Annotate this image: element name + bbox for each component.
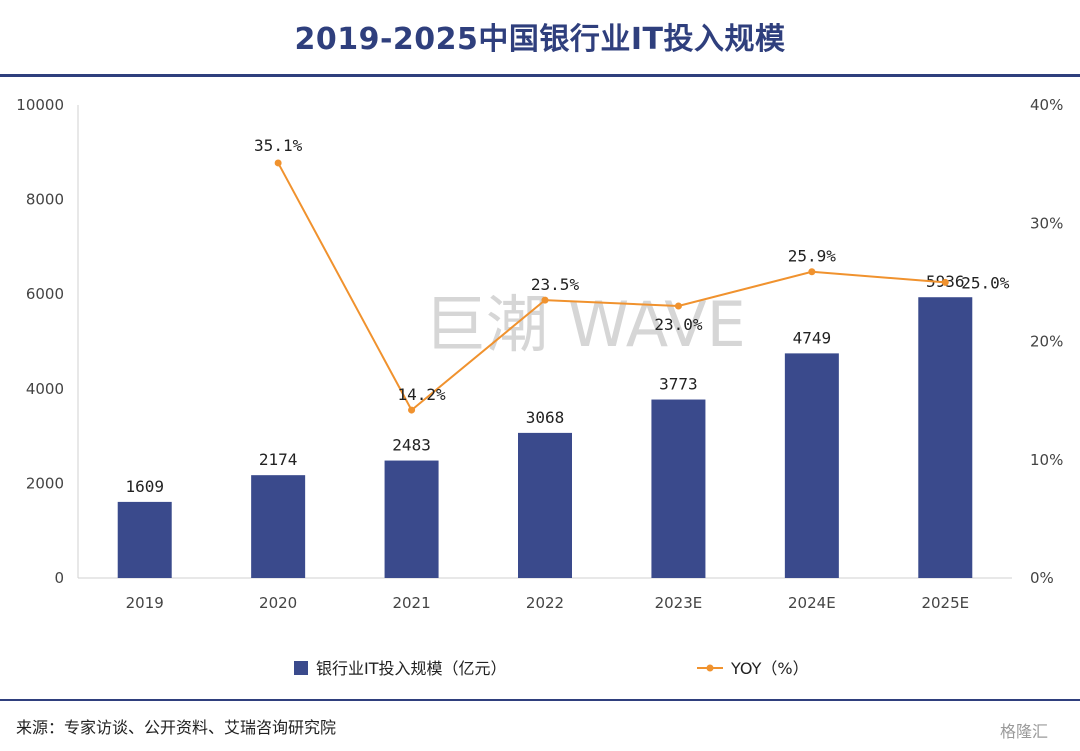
watermark: 巨潮 WAVE — [424, 288, 746, 361]
y-tick-left: 6000 — [26, 285, 64, 303]
bar-value-label: 4749 — [793, 328, 832, 347]
y-tick-right: 40% — [1030, 96, 1063, 114]
yoy-point — [408, 406, 416, 414]
bar-value-label: 2483 — [392, 436, 431, 455]
legend-swatch-line-marker — [706, 664, 714, 672]
bar — [651, 399, 706, 578]
bar — [918, 297, 973, 578]
y-tick-left: 10000 — [16, 96, 64, 114]
source-note: 来源：专家访谈、公开资料、艾瑞咨询研究院 — [16, 718, 337, 737]
yoy-point — [541, 296, 549, 304]
bar-value-label: 3773 — [659, 375, 698, 394]
footer-divider — [0, 699, 1080, 701]
y-tick-right: 10% — [1030, 451, 1063, 469]
yoy-point — [674, 302, 682, 310]
chart-title: 2019-2025中国银行业IT投入规模 — [294, 22, 786, 57]
yoy-value-label: 23.0% — [654, 315, 703, 334]
yoy-value-label: 23.5% — [531, 275, 580, 294]
legend-label-bar: 银行业IT投入规模（亿元） — [316, 659, 507, 678]
x-tick-label: 2019 — [126, 594, 164, 612]
bar — [117, 501, 172, 578]
title-divider — [0, 74, 1080, 77]
x-tick-label: 2023E — [655, 594, 703, 612]
x-tick-label: 2020 — [259, 594, 297, 612]
y-tick-left: 8000 — [26, 191, 64, 209]
legend-swatch-bar — [294, 661, 308, 675]
yoy-point — [274, 159, 282, 167]
y-tick-right: 30% — [1030, 214, 1063, 232]
yoy-value-label: 35.1% — [254, 136, 303, 155]
bar — [518, 432, 572, 578]
yoy-line — [277, 162, 946, 412]
legend-label-line: YOY（%） — [730, 659, 809, 678]
bar — [251, 475, 306, 578]
bar — [384, 460, 439, 578]
y-tick-right: 0% — [1030, 569, 1054, 587]
yoy-value-label: 25.9% — [788, 247, 837, 266]
yoy-value-label: 14.2% — [397, 385, 446, 404]
yoy-value-label: 25.0% — [961, 273, 1010, 292]
yoy-point — [808, 268, 816, 276]
bar-value-label: 1609 — [125, 477, 164, 496]
yoy-point — [941, 278, 949, 286]
bar-value-label: 2174 — [259, 450, 298, 469]
x-tick-label: 2021 — [392, 594, 430, 612]
bar-value-label: 3068 — [526, 408, 565, 427]
brand-logo: 格隆汇 — [1000, 722, 1049, 741]
y-tick-left: 4000 — [26, 380, 64, 398]
x-tick-label: 2025E — [921, 594, 969, 612]
x-tick-label: 2024E — [788, 594, 836, 612]
y-tick-right: 20% — [1030, 333, 1063, 351]
y-tick-left: 2000 — [26, 474, 64, 492]
chart-area: 巨潮 WAVE 0 2000 4000 6000 8000 10000 0% 10% 20% 30%… — [16, 96, 1063, 678]
bar — [784, 353, 839, 578]
x-tick-label: 2022 — [526, 594, 564, 612]
y-tick-left: 0 — [54, 569, 64, 587]
